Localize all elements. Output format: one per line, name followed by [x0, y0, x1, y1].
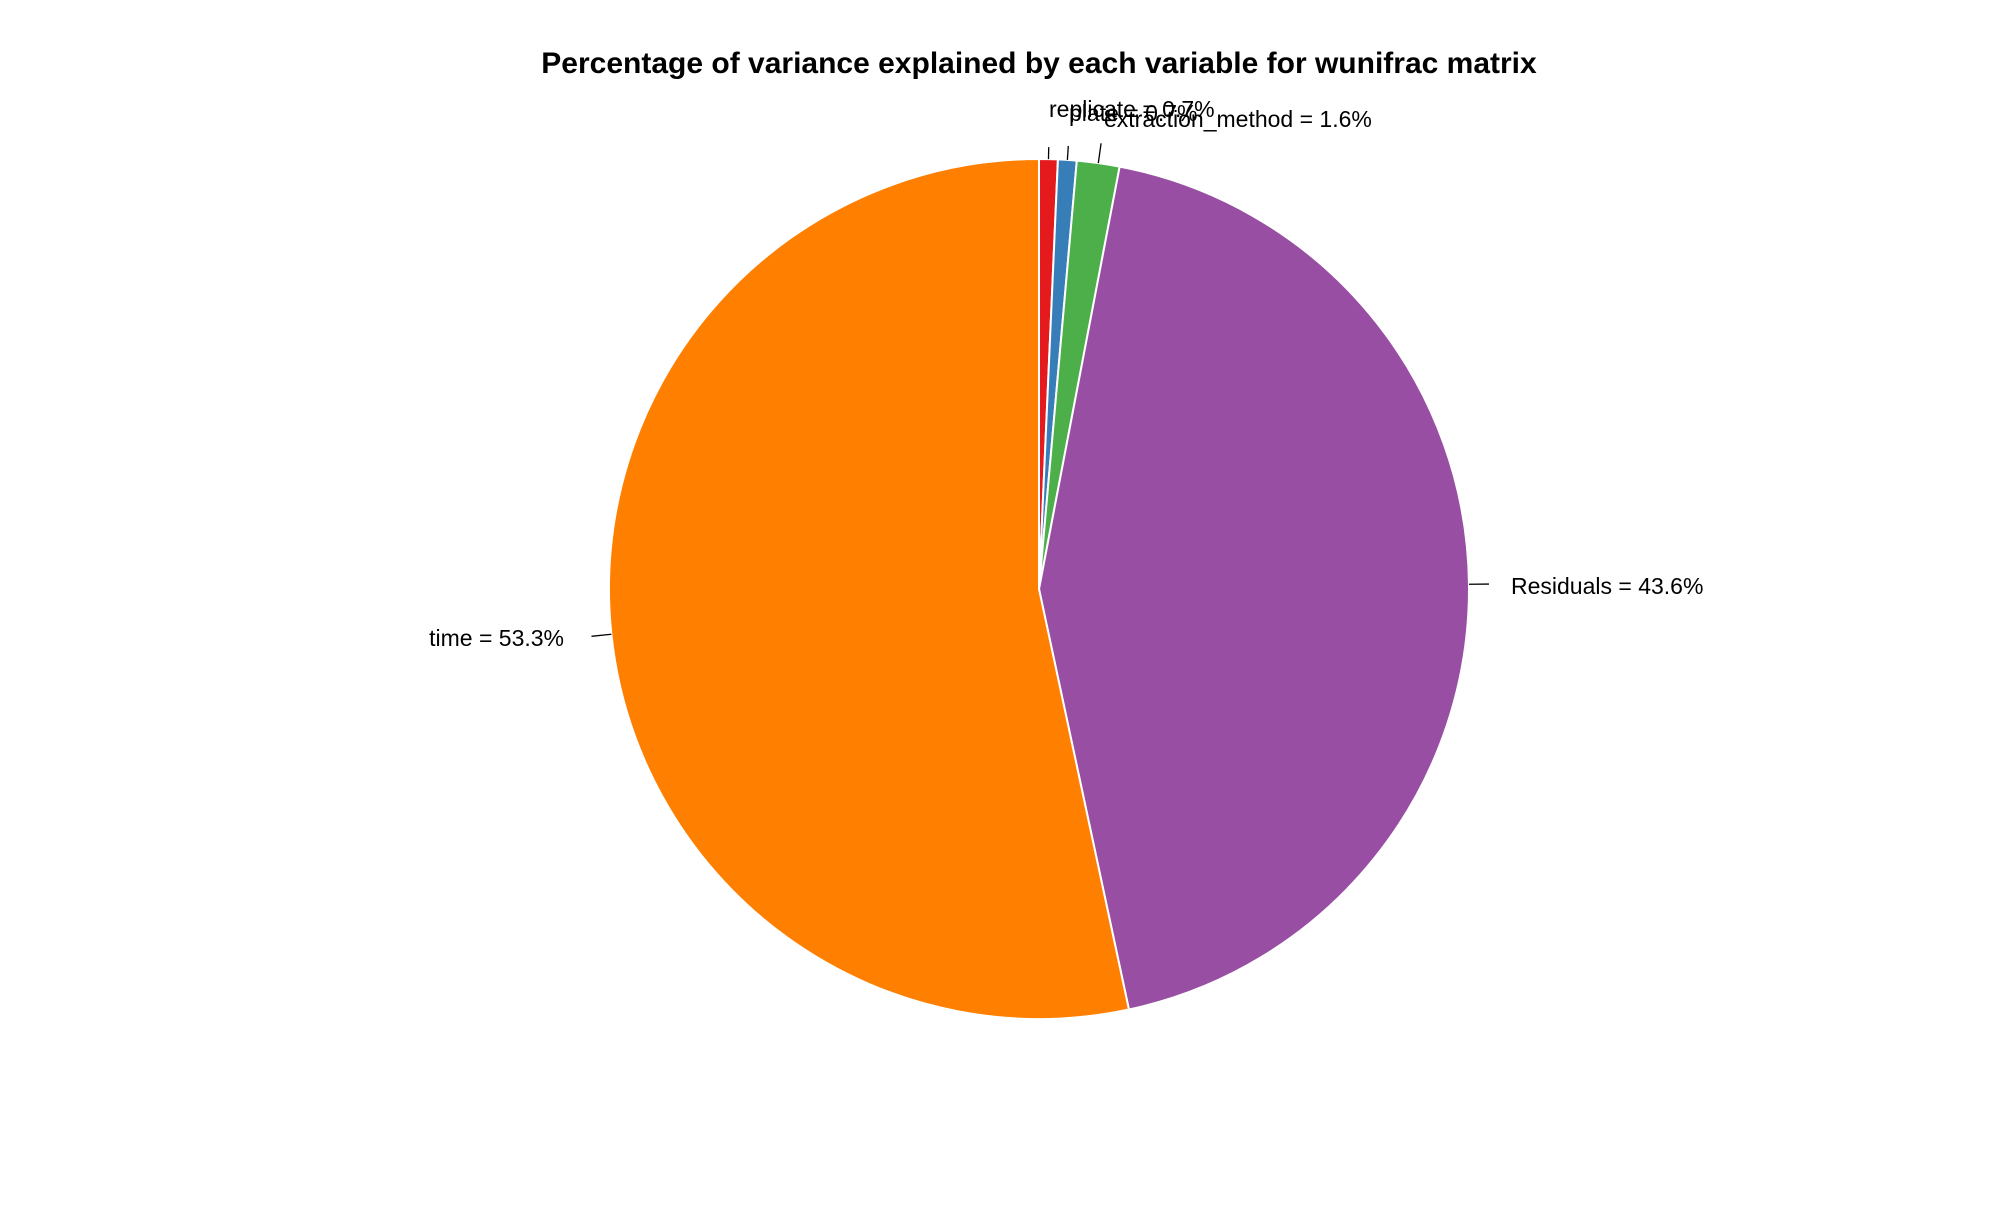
pie-slices: [609, 159, 1469, 1019]
leader-line-time: [591, 634, 611, 636]
leader-line-extraction-method: [1098, 143, 1101, 163]
slice-label-residuals: Residuals = 43.6%: [1511, 573, 1703, 599]
chart-title: Percentage of variance explained by each…: [541, 47, 1537, 80]
slice-label-time: time = 53.3%: [429, 625, 564, 651]
slice-label-extraction-method: extraction_method = 1.6%: [1104, 106, 1372, 132]
pie-slice-residuals: [1039, 167, 1469, 1010]
leader-line-plate: [1067, 146, 1068, 160]
